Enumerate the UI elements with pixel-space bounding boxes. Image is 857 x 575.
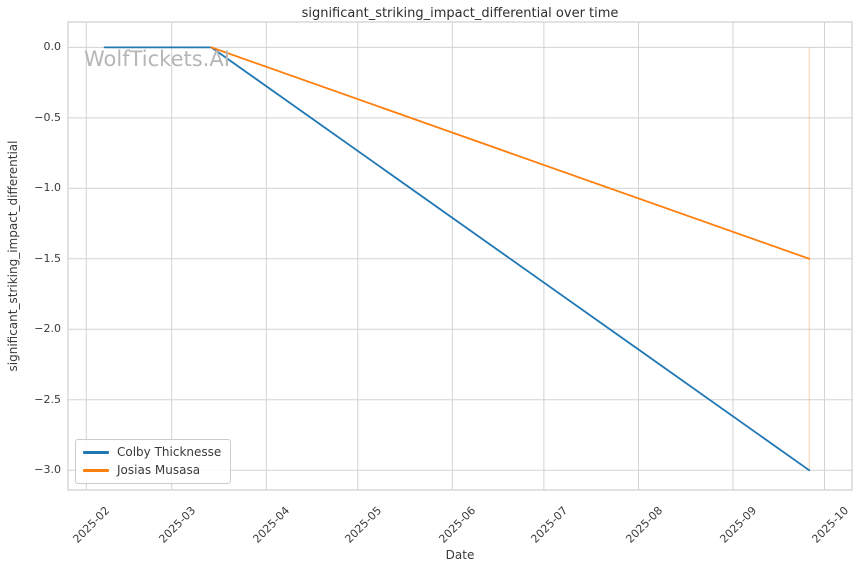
legend-label: Colby Thicknesse: [117, 445, 222, 459]
legend-line-swatch-orange: [83, 469, 109, 472]
watermark: WolfTickets.AI: [84, 47, 230, 71]
y-tick-label-−3.0: −3.0: [34, 463, 61, 477]
gridlines: [68, 22, 852, 490]
x-axis-label: Date: [445, 548, 475, 562]
y-tick-label-−1.5: −1.5: [34, 251, 61, 265]
plot-border: [67, 21, 853, 491]
legend-item: Josias Musasa: [83, 463, 221, 478]
y-axis-label: significant_striking_impact_differential: [6, 140, 20, 372]
legend-line-swatch-blue: [83, 451, 109, 454]
legend: Colby Thicknesse Josias Musasa: [75, 439, 232, 484]
y-tick-label-−2.0: −2.0: [34, 322, 61, 336]
chart-title: significant_striking_impact_differential…: [301, 6, 619, 21]
y-tick-label-−2.5: −2.5: [34, 392, 61, 406]
legend-item: Colby Thicknesse: [83, 445, 221, 460]
series-line-josias-musasa: [210, 46, 811, 260]
legend-label: Josias Musasa: [117, 463, 201, 477]
y-tick-label-−1.0: −1.0: [34, 181, 61, 195]
y-tick-label-−0.5: −0.5: [34, 110, 61, 124]
y-tick-label-0.0: 0.0: [43, 40, 62, 54]
